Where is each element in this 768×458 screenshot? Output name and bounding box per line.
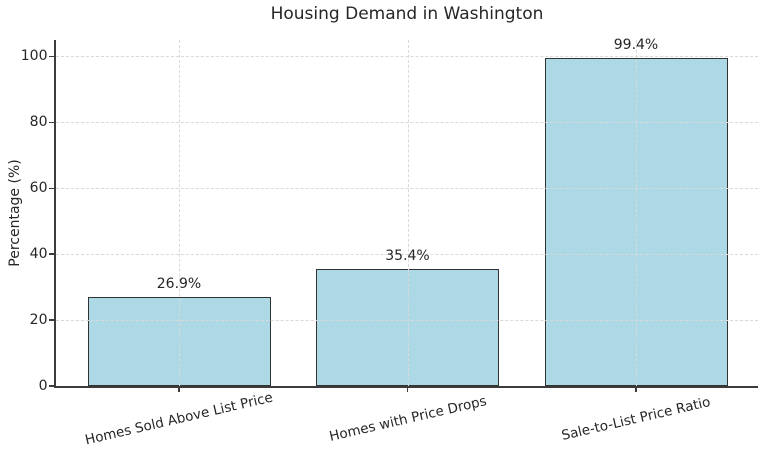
gridline-v-sale-to-list-price-ratio [636,40,637,386]
labels-layer: 0 20 40 60 80 100 Homes Sold Above List Price 2… [21,37,759,448]
gridline-h-80 [55,122,758,124]
x-tick-label-homes-sold-above-list-price: Homes Sold Above List Price [83,389,275,449]
y-tick-label-60: 60 [29,179,48,196]
plot-area: 0 20 40 60 80 100 Homes Sold Above List Price 2… [21,37,759,448]
gridline-h-100 [55,56,758,58]
value-label-sale-to-list-price-ratio: 99.4% [613,37,659,54]
y-tick-label-80: 80 [29,113,48,130]
x-tick-homes-sold-above-list-price [178,387,180,392]
x-tick-label-sale-to-list-price-ratio: Sale-to-List Price Ratio [560,394,712,444]
value-label-homes-sold-above-list-price: 26.9% [156,276,202,293]
x-tick-sale-to-list-price-ratio [635,387,637,392]
gridline-h-20 [55,320,758,322]
y-axis-spine [54,40,56,388]
y-tick-label-20: 20 [29,311,48,328]
y-tick-0 [49,385,55,387]
ticks-layer [49,40,759,392]
gridline-v-homes-sold-above-list-price [179,40,180,386]
y-tick-40 [49,253,55,255]
y-tick-100 [49,55,55,58]
value-label-homes-with-price-drops: 35.4% [385,248,430,265]
gridline-h-60 [55,188,758,190]
gridline-v-homes-with-price-drops [407,40,409,386]
chart-title: Housing Demand in Washington [270,4,544,24]
y-tick-label-100: 100 [20,47,48,64]
x-tick-homes-with-price-drops [406,387,409,392]
y-tick-label-0: 0 [38,377,48,394]
y-tick-20 [49,319,55,321]
grid-layer [55,40,758,386]
y-tick-60 [49,187,55,189]
x-axis-spine [54,386,759,388]
y-tick-80 [49,121,55,124]
y-tick-label-40: 40 [29,245,48,262]
x-tick-label-homes-with-price-drops: Homes with Price Drops [327,393,488,445]
gridline-h-40 [55,254,758,256]
